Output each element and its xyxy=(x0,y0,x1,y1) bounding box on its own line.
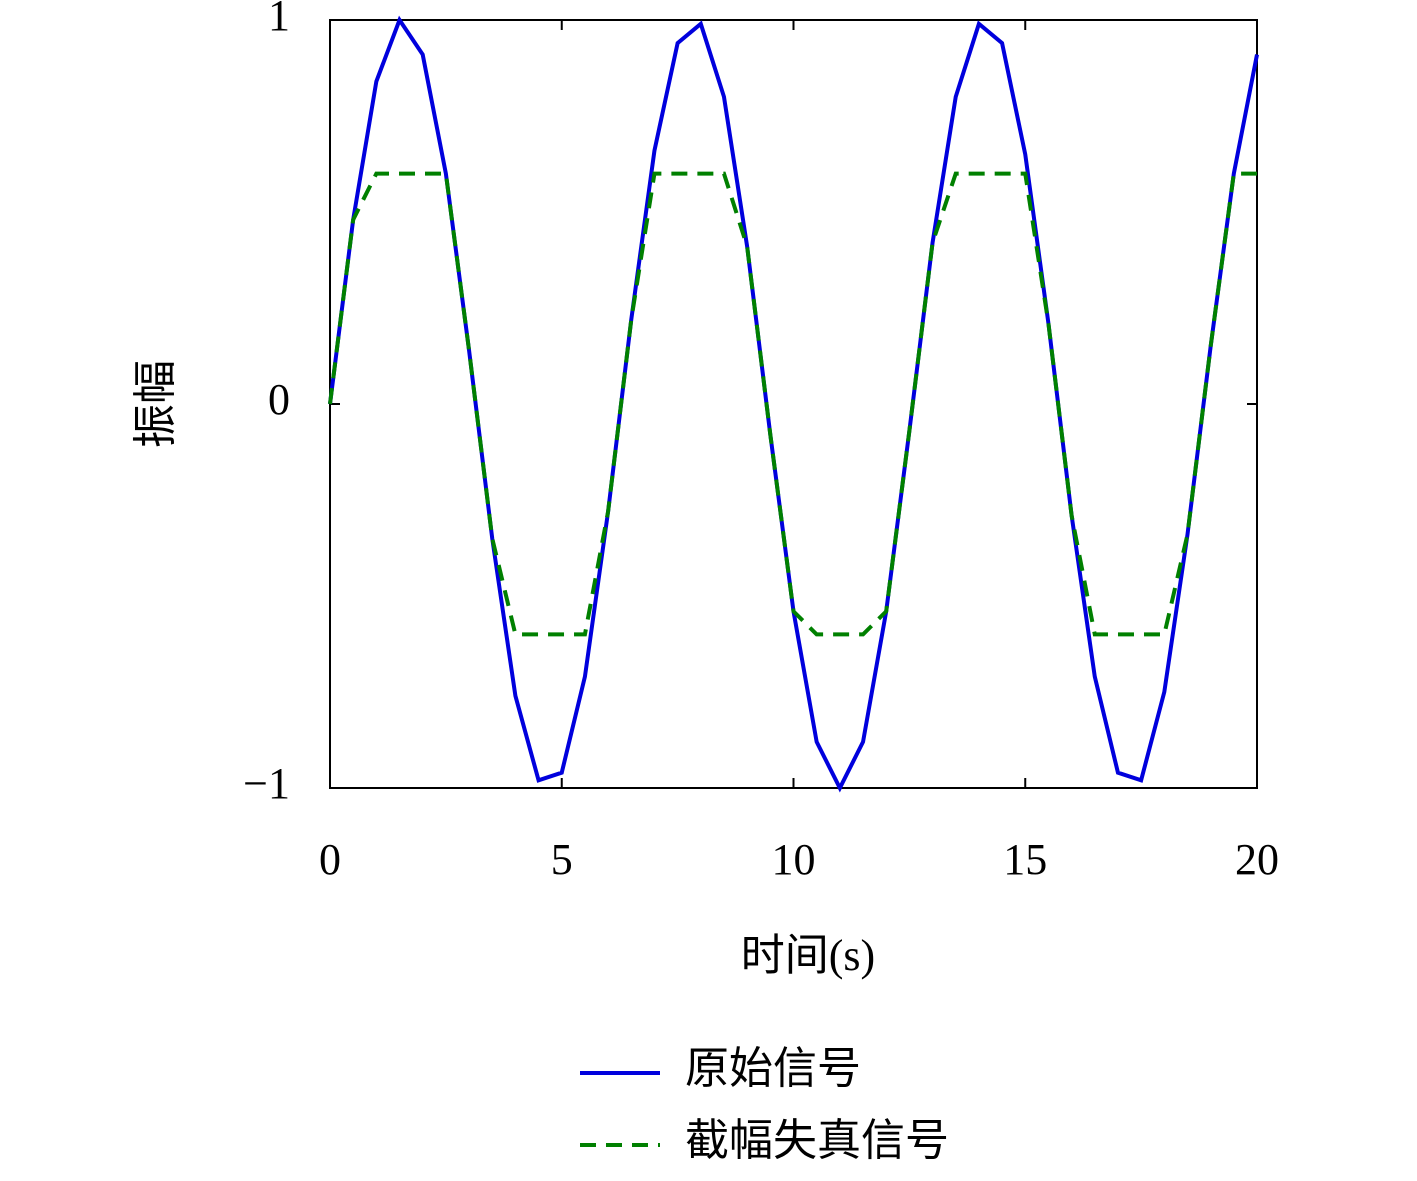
series-line xyxy=(328,15,1259,793)
y-tick-label: 0 xyxy=(268,375,290,424)
y-tick-label: −1 xyxy=(243,759,290,808)
legend-label: 原始信号 xyxy=(685,1044,861,1093)
x-tick-label: 15 xyxy=(1003,835,1047,884)
plot-frame xyxy=(329,19,1258,789)
y-axis-label: 振幅 xyxy=(131,360,180,448)
series-line xyxy=(328,171,1257,637)
y-tick-label: 1 xyxy=(268,0,290,40)
x-tick-label: 10 xyxy=(772,835,816,884)
x-tick-label: 0 xyxy=(319,835,341,884)
x-tick-label: 20 xyxy=(1235,835,1279,884)
x-axis-label: 时间(s) xyxy=(741,931,875,980)
x-tick-label: 5 xyxy=(551,835,573,884)
legend-label: 截幅失真信号 xyxy=(685,1116,949,1165)
